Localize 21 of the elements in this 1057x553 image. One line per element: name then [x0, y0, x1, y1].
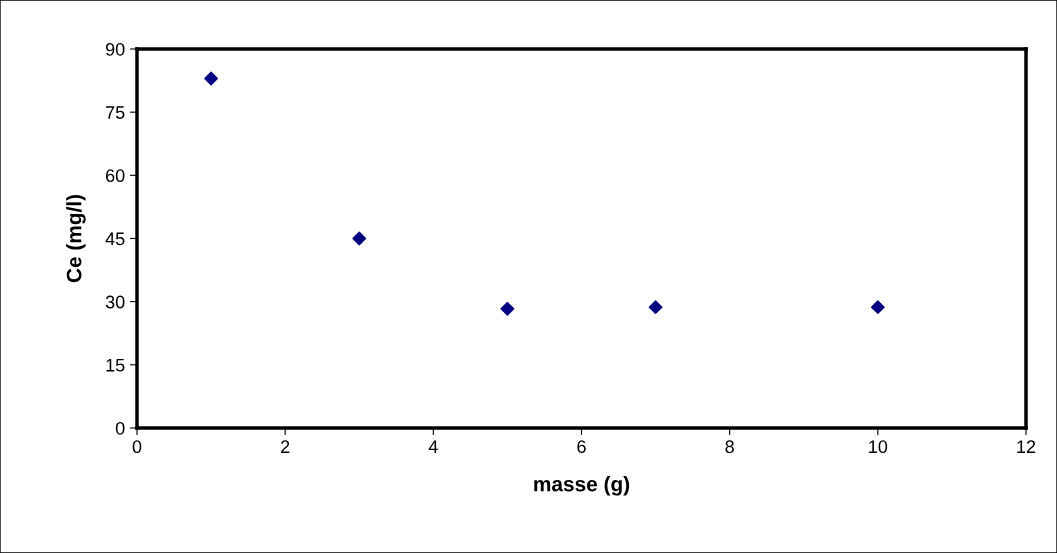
x-tick-label: 6 [577, 440, 586, 454]
point [500, 301, 515, 316]
x-tick-label: 2 [281, 440, 290, 453]
point [204, 71, 218, 86]
x-tick-label: 0 [132, 440, 142, 454]
point [870, 300, 885, 315]
y-tick-label: 15 [106, 358, 125, 372]
point [648, 300, 663, 315]
x-tick-label: 10 [869, 440, 888, 454]
y-tick-label: 60 [106, 169, 125, 183]
y-axis-title: Ce (mg/l) [66, 194, 86, 283]
y-tick-label: 75 [106, 106, 125, 119]
x-axis-title: masse (g) [534, 476, 630, 496]
x-tick-label: 8 [725, 440, 734, 454]
y-tick-label: 0 [115, 421, 125, 435]
y-tick-label: 90 [105, 42, 125, 56]
x-tick-label: 12 [1017, 440, 1036, 453]
y-tick-label: 30 [105, 295, 125, 309]
y-tick-label: 45 [105, 232, 125, 246]
point [352, 231, 367, 246]
x-tick-label: 4 [428, 440, 438, 453]
